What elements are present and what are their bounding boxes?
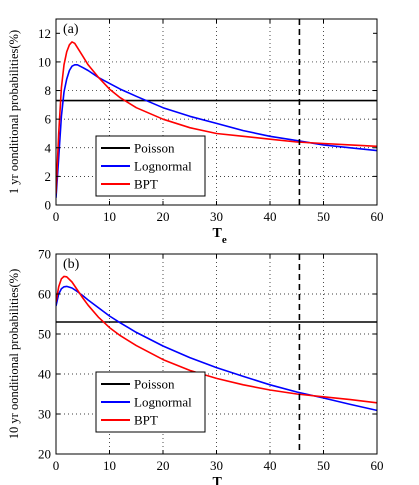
- legend-label-bpt: BPT: [134, 413, 158, 428]
- x-axis-label-main: T: [213, 226, 223, 241]
- chart-panel-a: 0 10 20 30 40 50 60 0 2 4 6 8 10 12 (a) Te 1 yr oonditio…: [7, 18, 384, 246]
- chart-panel-b: 0 10 20 30 40 50 60 20 30 40 50 60 70 (b) Te 10 yr oond…: [7, 247, 384, 485]
- x-tick-label: 50: [317, 209, 330, 224]
- x-axis-label-subscript: e: [222, 483, 227, 485]
- x-axis-label: Te: [213, 475, 227, 485]
- y-tick-label: 30: [38, 407, 51, 422]
- y-tick-label: 6: [45, 112, 52, 127]
- series-line-lognormal: [56, 285, 377, 412]
- y-tick-label: 0: [45, 198, 52, 213]
- y-tick-label: 8: [45, 83, 52, 98]
- x-tick-label: 30: [210, 458, 223, 473]
- x-tick-label: 10: [103, 209, 116, 224]
- x-tick-label: 60: [371, 458, 384, 473]
- x-tick-label: 40: [264, 458, 277, 473]
- legend-label-poisson: Poisson: [134, 377, 175, 392]
- legend-label-poisson: Poisson: [134, 141, 175, 156]
- x-axis-label: Te: [213, 226, 227, 246]
- y-tick-label: 12: [38, 26, 51, 41]
- panel-label: (a): [63, 22, 79, 37]
- series-group: [56, 41, 377, 198]
- panel-label: (b): [63, 257, 80, 272]
- x-tick-label: 20: [157, 458, 170, 473]
- legend-label-lognormal: Lognormal: [134, 395, 192, 410]
- series-line-lognormal: [56, 64, 377, 198]
- y-tick-label: 4: [45, 140, 52, 155]
- y-tick-label: 40: [38, 367, 51, 382]
- y-tick-label: 50: [38, 327, 51, 342]
- y-axis-label: 1 yr oonditional probabilities(%): [7, 30, 21, 194]
- legend-label-lognormal: Lognormal: [134, 159, 192, 174]
- x-tick-label: 0: [53, 458, 60, 473]
- series-line-bpt: [56, 41, 377, 194]
- series-line-bpt: [56, 275, 377, 404]
- y-axis-label: 10 yr oonditional probabilities(%): [7, 269, 21, 439]
- x-tick-label: 40: [264, 209, 277, 224]
- x-axis-label-main: T: [213, 475, 223, 485]
- x-tick-label: 0: [53, 209, 60, 224]
- x-tick-label: 10: [103, 458, 116, 473]
- y-tick-label: 20: [38, 447, 51, 462]
- series-group: [56, 275, 377, 412]
- y-tick-label: 60: [38, 287, 51, 302]
- x-tick-label: 50: [317, 458, 330, 473]
- legend-label-bpt: BPT: [134, 177, 158, 192]
- y-tick-label: 10: [38, 54, 51, 69]
- x-tick-label: 30: [210, 209, 223, 224]
- x-axis-label-subscript: e: [222, 234, 227, 246]
- x-tick-label: 60: [371, 209, 384, 224]
- y-tick-label: 2: [45, 169, 52, 184]
- y-tick-label: 70: [38, 247, 51, 262]
- x-tick-label: 20: [157, 209, 170, 224]
